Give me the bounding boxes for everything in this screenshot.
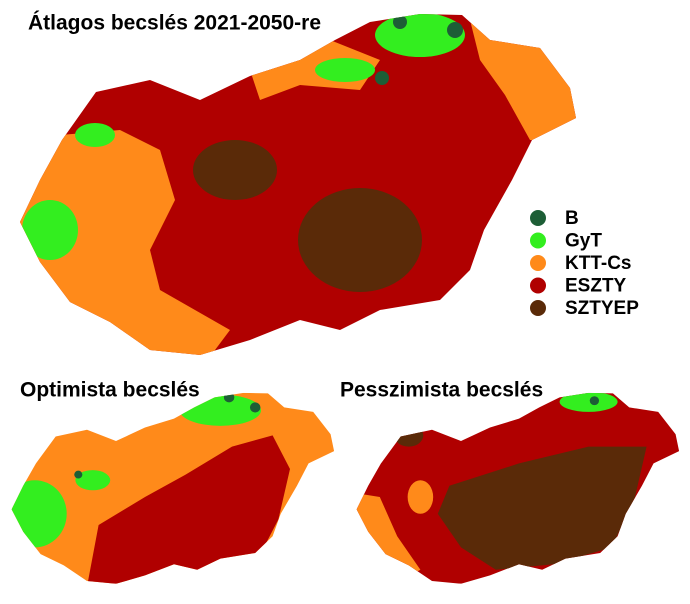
legend-swatch [530,210,546,226]
legend-swatch [530,255,546,271]
zone [249,402,261,413]
zone [11,480,67,548]
legend-swatch [530,300,546,316]
legend-label: GyT [565,231,602,252]
map-optimistic [11,392,335,584]
legend-label: KTT-Cs [565,253,632,274]
map-average [20,14,576,355]
zone [315,58,375,82]
zone [223,392,235,403]
zone [193,140,277,200]
zone [393,15,407,29]
legend-label: B [565,208,579,229]
zone [375,71,389,85]
map-title: Optimista becslés [20,379,200,402]
zone [86,435,290,584]
legend-swatch [530,277,546,294]
zone [394,424,424,447]
zone [74,470,83,479]
zone [298,188,422,292]
zone [559,392,618,412]
map-title: Átlagos becslés 2021-2050-re [28,12,321,35]
zone [447,22,463,38]
legend-label: ESZTY [565,276,627,297]
zone [22,200,78,260]
zone [75,470,111,491]
legend-swatch [530,232,546,249]
map-pessimistic [356,392,680,584]
zone [437,446,647,570]
zone [75,123,115,147]
legend-label: SZTYEP [565,298,639,319]
zone [407,480,434,514]
map-title: Pesszimista becslés [340,379,543,402]
zone [589,396,600,406]
